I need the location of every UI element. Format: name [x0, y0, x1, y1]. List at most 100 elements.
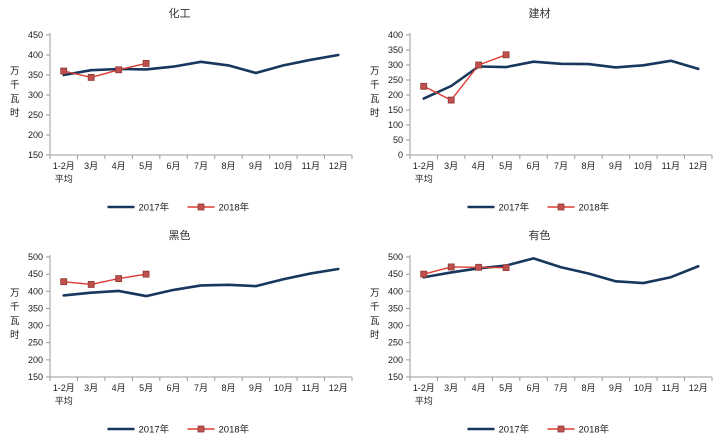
series-2018-marker [142, 270, 150, 278]
chart-title: 化工 [169, 6, 191, 20]
x-tick-label: 12月 [329, 161, 348, 171]
y-tick-label: 150 [388, 372, 403, 382]
x-tick-label: 12月 [689, 383, 708, 393]
x-tick-label: 10月 [274, 383, 293, 393]
x-tick-label: 9月 [249, 383, 263, 393]
x-tick-label: 3月 [444, 383, 458, 393]
x-tick-label: 7月 [554, 383, 568, 393]
y-tick-label: 400 [388, 286, 403, 296]
x-tick-label: 9月 [609, 383, 623, 393]
legend-2018-label: 2018年 [579, 202, 610, 214]
chart-title: 有色 [529, 228, 551, 242]
x-tick-label: 8月 [581, 161, 595, 171]
x-tick-label: 3月 [444, 161, 458, 171]
x-tick-label: 7月 [194, 383, 208, 393]
series-2018-marker [502, 264, 510, 272]
x-tick-label: 11月 [662, 383, 680, 393]
legend-2018-marker [557, 203, 565, 211]
x-tick-label: 4月 [472, 383, 486, 393]
legend-2017-label: 2017年 [139, 424, 170, 436]
series-2018-marker [87, 281, 95, 288]
y-tick-label: 250 [28, 338, 43, 348]
legend-2018-marker [197, 203, 205, 211]
chart-title: 建材 [529, 6, 551, 20]
x-tick-label: 7月 [554, 161, 568, 171]
y-tick-label: 250 [388, 338, 403, 348]
chart-nonferrous-metals: 有色 万千瓦时 150 200 250 300 350 400 450 500 1-2月平均 3月 4月… [360, 222, 719, 444]
x-tick-label: 11月 [302, 383, 320, 393]
series-2017-line [422, 59, 700, 100]
series-2018-marker [60, 278, 68, 286]
legend-2018-label: 2018年 [579, 424, 610, 436]
x-tick-label: 4月 [112, 161, 126, 171]
legend-2018-marker [557, 425, 565, 433]
x-tick-label: 8月 [581, 383, 595, 393]
series-2018-marker [87, 74, 95, 81]
y-tick-label: 150 [28, 372, 43, 382]
y-tick-label: 250 [28, 110, 43, 120]
y-tick-label: 300 [28, 321, 43, 331]
legend-2017-label: 2017年 [499, 424, 530, 436]
y-tick-label: 300 [388, 60, 403, 70]
y-tick-label: 400 [28, 286, 43, 296]
y-tick-label: 200 [388, 355, 403, 365]
x-tick-label: 3月 [84, 383, 98, 393]
x-tick-label: 8月 [221, 161, 235, 171]
x-tick-label: 1-2月平均 [53, 383, 75, 406]
y-tick-label: 500 [28, 252, 43, 262]
x-tick-label: 5月 [139, 161, 153, 171]
x-tick-label: 6月 [167, 383, 181, 393]
x-tick-label: 1-2月平均 [413, 383, 435, 406]
x-tick-label: 9月 [609, 161, 623, 171]
x-tick-label: 10月 [274, 161, 293, 171]
y-tick-label: 300 [28, 90, 43, 100]
y-tick-label: 450 [28, 30, 43, 40]
chart-chemical: 化工 万千瓦时 150 200 250 300 350 400 450 1-2月平均 3月 4月 5月 6… [0, 0, 360, 222]
series-2017-line [62, 53, 340, 77]
y-tick-label: 0 [398, 150, 403, 160]
x-tick-label: 7月 [194, 161, 208, 171]
x-tick-label: 12月 [689, 161, 708, 171]
x-tick-label: 3月 [84, 161, 98, 171]
y-tick-label: 450 [28, 269, 43, 279]
legend-2018-label: 2018年 [219, 202, 250, 214]
x-tick-label: 10月 [634, 383, 653, 393]
y-tick-label: 350 [28, 303, 43, 313]
chart-title: 黑色 [169, 228, 191, 242]
x-tick-label: 1-2月平均 [413, 161, 435, 184]
legend-2018-marker [197, 425, 205, 433]
series-2018-marker [447, 263, 455, 271]
x-tick-label: 12月 [329, 383, 348, 393]
y-tick-label: 350 [28, 70, 43, 80]
legend-2018-label: 2018年 [219, 424, 250, 436]
series-2018-marker [115, 275, 123, 282]
y-tick-label: 50 [393, 135, 403, 145]
x-tick-label: 4月 [112, 383, 126, 393]
x-tick-label: 6月 [527, 161, 541, 171]
x-tick-label: 11月 [302, 161, 320, 171]
series-2018-marker [420, 82, 428, 90]
y-tick-label: 150 [388, 105, 403, 115]
y-tick-label: 450 [388, 269, 403, 279]
y-tick-label: 150 [28, 150, 43, 160]
x-tick-label: 5月 [499, 161, 513, 171]
chart-black-metals: 黑色 万千瓦时 150 200 250 300 350 400 450 500 1-2月平均 3月 4月… [0, 222, 360, 444]
x-tick-label: 9月 [249, 161, 263, 171]
x-tick-label: 6月 [167, 161, 181, 171]
series-2018-marker [475, 61, 483, 69]
series-2018-marker [60, 67, 68, 75]
series-2018-marker [115, 66, 123, 74]
x-tick-label: 5月 [139, 383, 153, 393]
x-tick-label: 4月 [472, 161, 486, 171]
legend-2017-label: 2017年 [139, 202, 170, 214]
series-2018-line [63, 273, 147, 286]
y-axis-title: 万千瓦时 [370, 288, 380, 341]
series-2018-marker [475, 263, 483, 271]
series-2018-marker [142, 60, 150, 67]
series-2018-marker [447, 96, 455, 104]
